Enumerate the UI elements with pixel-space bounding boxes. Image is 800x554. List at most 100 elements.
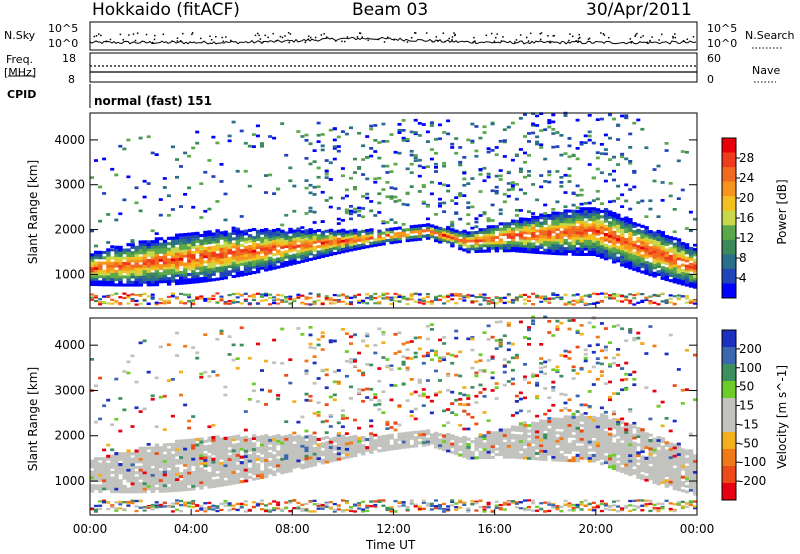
- velocity-cell: [170, 505, 175, 508]
- power-cell: [369, 124, 374, 128]
- power-cell: [624, 114, 629, 117]
- velocity-cell: [126, 504, 131, 507]
- power-cell: [243, 267, 249, 271]
- power-cell: [328, 302, 333, 305]
- power-cell: [187, 264, 192, 268]
- velocity-cell: [154, 449, 160, 453]
- velocity-cell: [102, 404, 107, 408]
- power-cell: [559, 176, 564, 179]
- velocity-cell: [183, 452, 188, 456]
- power-cell: [179, 205, 183, 208]
- power-cell: [684, 283, 690, 287]
- velocity-cell: [474, 401, 479, 404]
- power-cell: [227, 302, 232, 305]
- velocity-cell: [227, 474, 232, 478]
- velocity-cell: [462, 452, 467, 456]
- velocity-cell: [199, 448, 204, 452]
- velocity-cell: [272, 473, 277, 477]
- velocity-cell: [486, 436, 491, 440]
- power-cell: [660, 239, 665, 243]
- velocity-cell: [284, 462, 289, 466]
- power-cell: [219, 271, 224, 275]
- power-cell: [620, 220, 625, 224]
- velocity-cell: [243, 449, 249, 453]
- power-cell: [551, 214, 556, 218]
- power-cell: [409, 153, 414, 157]
- power-cell: [608, 210, 613, 214]
- power-cell: [106, 251, 111, 255]
- power-cell: [417, 122, 422, 125]
- velocity-cell: [284, 374, 289, 377]
- power-cell: [599, 228, 605, 232]
- power-cell: [393, 296, 398, 299]
- power-cell: [510, 230, 516, 234]
- velocity-cell: [332, 393, 337, 397]
- power-cell: [482, 293, 487, 296]
- power-cell: [640, 224, 645, 228]
- power-cell: [535, 240, 540, 244]
- power-cell: [324, 172, 329, 176]
- power-cell: [349, 240, 354, 244]
- velocity-cell: [332, 444, 338, 448]
- velocity-cell: [150, 473, 156, 477]
- power-cell: [470, 141, 475, 144]
- velocity-cell: [409, 436, 415, 440]
- power-cell: [551, 243, 556, 247]
- velocity-cell: [438, 359, 442, 363]
- power-cell: [510, 243, 516, 247]
- power-cell: [187, 238, 192, 242]
- power-cell: [98, 261, 103, 265]
- velocity-cell: [324, 441, 330, 445]
- power-cell: [146, 253, 152, 257]
- velocity-cell: [494, 436, 500, 440]
- velocity-cell: [223, 480, 228, 484]
- power-cell: [114, 292, 119, 295]
- velocity-cell: [276, 464, 281, 468]
- power-cell: [260, 255, 265, 259]
- power-cell: [106, 261, 111, 265]
- velocity-cell: [523, 432, 528, 436]
- power-cell: [490, 122, 495, 126]
- power-cell: [154, 303, 159, 306]
- power-cell: [547, 240, 552, 244]
- velocity-cell: [235, 478, 241, 482]
- power-cell: [243, 141, 248, 145]
- velocity-cell: [365, 438, 370, 442]
- power-cell: [628, 228, 633, 232]
- power-cell: [357, 230, 362, 234]
- velocity-cell: [175, 499, 179, 502]
- velocity-cell: [247, 475, 253, 479]
- velocity-cell: [106, 487, 111, 491]
- power-cell: [320, 252, 326, 256]
- velocity-cell: [349, 444, 354, 448]
- velocity-cell: [243, 446, 249, 450]
- velocity-cell: [377, 402, 382, 406]
- velocity-cell: [203, 370, 208, 374]
- power-cell: [523, 236, 528, 240]
- power-cell: [474, 296, 479, 299]
- noise-search-point: [674, 36, 676, 39]
- power-cell: [106, 248, 111, 252]
- power-cell: [421, 200, 426, 204]
- velocity-cell: [211, 482, 216, 486]
- velocity-cell: [179, 480, 184, 484]
- velocity-cell: [138, 457, 143, 461]
- power-cell: [514, 214, 519, 217]
- power-cell: [231, 229, 236, 233]
- velocity-cell: [191, 438, 196, 442]
- velocity-cell: [365, 506, 370, 509]
- velocity-cell: [251, 472, 257, 476]
- velocity-cell: [114, 501, 119, 504]
- power-cell: [591, 228, 597, 232]
- power-cell: [235, 258, 241, 262]
- power-cell: [644, 239, 649, 243]
- power-cell: [478, 168, 483, 171]
- power-cell: [571, 191, 576, 195]
- power-cell: [523, 217, 528, 221]
- power-cell: [288, 262, 293, 266]
- velocity-cell: [247, 448, 253, 452]
- velocity-cell: [276, 394, 281, 397]
- power-cell: [486, 236, 491, 240]
- power-cell: [680, 242, 686, 246]
- power-cell: [154, 301, 159, 304]
